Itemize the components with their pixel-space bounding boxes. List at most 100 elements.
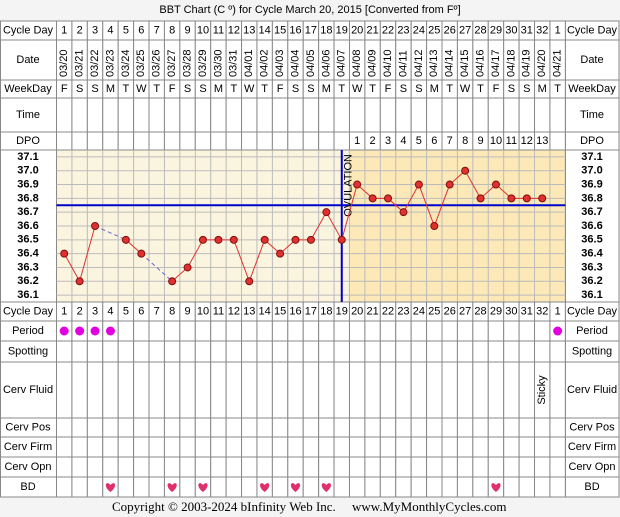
cycle_days-label: 9 — [185, 24, 191, 36]
row-label: Cerv Pos — [5, 421, 51, 433]
y-tick-label: 36.4 — [17, 248, 39, 260]
cell — [71, 456, 88, 478]
date-label: 04/07 — [336, 49, 348, 77]
label-cell — [0, 39, 57, 81]
dpo-label: 10 — [490, 135, 502, 147]
cycle_days-label: 11 — [213, 24, 224, 36]
weekdays-label: S — [199, 83, 206, 95]
y-tick-label: 36.5 — [581, 234, 602, 246]
cell — [302, 417, 320, 438]
cell — [302, 361, 320, 419]
cycle_days-label: 22 — [382, 305, 394, 317]
cell — [256, 131, 273, 151]
cycle_days-label: 9 — [185, 305, 191, 317]
y-tick-label: 37.1 — [17, 151, 38, 163]
cell — [333, 456, 350, 478]
row-label: Spotting — [572, 345, 612, 357]
cell — [102, 340, 119, 363]
period-dot — [553, 326, 563, 336]
cell — [549, 131, 566, 151]
cell — [210, 320, 227, 342]
cell — [348, 320, 366, 342]
cell — [348, 361, 366, 419]
cell — [210, 417, 227, 438]
weekdays-label: W — [244, 83, 255, 95]
cell — [503, 456, 520, 478]
temperature-point — [245, 277, 254, 286]
cell — [302, 436, 320, 458]
cell — [318, 131, 335, 151]
y-tick-label: 36.3 — [581, 261, 602, 273]
temperature-point — [322, 208, 331, 217]
cell — [518, 97, 536, 133]
cell — [333, 320, 350, 342]
cell — [534, 97, 551, 133]
cycle_days-label: 30 — [505, 24, 517, 36]
weekdays-label: F — [61, 83, 68, 95]
cell — [210, 131, 227, 151]
date-label: 04/15 — [459, 49, 471, 77]
cell — [225, 320, 243, 342]
cell — [426, 456, 443, 478]
cell — [163, 340, 181, 363]
cell — [271, 476, 289, 498]
cycle_days-label: 13 — [243, 305, 255, 317]
cell — [456, 456, 474, 478]
cell — [333, 476, 350, 498]
cell — [348, 456, 366, 478]
cell — [395, 320, 412, 342]
dpo-label: 2 — [370, 135, 376, 147]
cell — [441, 417, 458, 438]
cell — [364, 97, 381, 133]
cell — [133, 97, 150, 133]
cell — [503, 436, 520, 458]
y-tick-label: 36.2 — [17, 275, 38, 287]
cell — [194, 417, 212, 438]
cell — [287, 361, 304, 419]
row-label: Cycle Day — [3, 305, 54, 317]
cell — [86, 97, 104, 133]
y-tick-label: 36.8 — [581, 192, 602, 204]
y-tick-label: 36.4 — [581, 248, 603, 260]
cycle_days-label: 14 — [259, 305, 271, 317]
cell — [534, 456, 551, 478]
bd-heart — [167, 483, 177, 492]
cycle_days-label: 14 — [259, 24, 271, 36]
y-tick-label: 36.5 — [17, 234, 38, 246]
cycle_days-label: 31 — [521, 24, 533, 36]
cell — [364, 320, 381, 342]
temperature-point — [337, 235, 346, 244]
cell — [302, 456, 320, 478]
date-label: 04/19 — [521, 49, 533, 77]
weekdays-label: S — [415, 83, 422, 95]
cell — [441, 361, 458, 419]
dpo-label: 12 — [521, 135, 533, 147]
cell — [503, 340, 520, 363]
cycle_days-label: 12 — [228, 305, 240, 317]
cell — [441, 456, 458, 478]
row-label: Time — [16, 109, 40, 121]
cycle_days-label: 27 — [459, 24, 471, 36]
cell — [503, 476, 520, 498]
cell — [133, 456, 150, 478]
cell — [71, 436, 88, 458]
weekdays-label: S — [508, 83, 515, 95]
cycle_days-label: 29 — [490, 24, 502, 36]
cell — [194, 131, 212, 151]
cell — [333, 361, 350, 419]
cell — [364, 340, 381, 363]
cell — [333, 417, 350, 438]
cycle_days-label: 15 — [274, 305, 286, 317]
cell — [487, 417, 505, 438]
cell — [133, 436, 150, 458]
temperature-point — [276, 249, 285, 258]
cell — [395, 417, 412, 438]
cell — [302, 340, 320, 363]
cycle_days-label: 8 — [169, 305, 175, 317]
weekdays-label: T — [446, 83, 453, 95]
cell — [102, 436, 119, 458]
cell — [163, 361, 181, 419]
cycle_days-label: 24 — [413, 24, 425, 36]
cell — [56, 476, 73, 498]
date-label: 04/16 — [474, 49, 486, 77]
